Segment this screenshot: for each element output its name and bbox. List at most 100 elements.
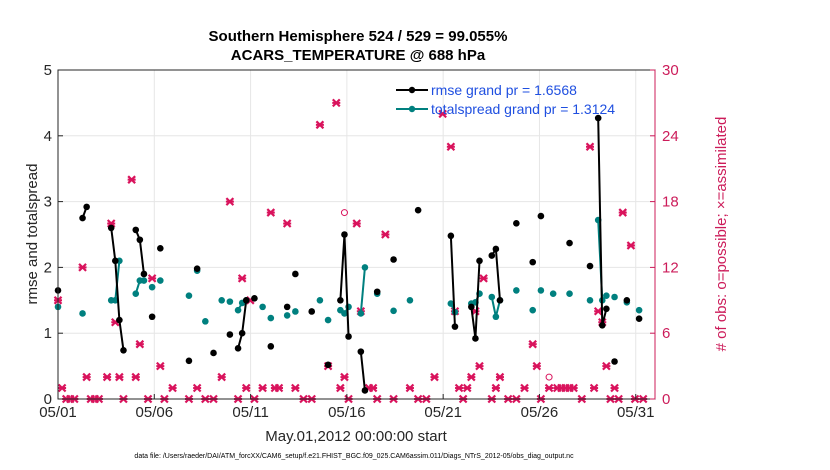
- spread-point: [202, 318, 209, 325]
- spread-point: [390, 307, 397, 315]
- rmse-point: [193, 265, 201, 273]
- spread-point: [529, 306, 537, 314]
- obs-assimilated-marker: [340, 372, 349, 382]
- rmse-point: [594, 114, 602, 122]
- spread-point: [566, 290, 573, 298]
- obs-assimilated-marker: [135, 339, 145, 349]
- rmse-point: [537, 212, 545, 220]
- spread-point: [234, 306, 242, 314]
- rmse-point: [390, 256, 397, 263]
- obs-assimilated-marker: [475, 361, 484, 371]
- x-tick-label: 05/21: [424, 404, 462, 421]
- obs-assimilated-marker: [520, 383, 529, 393]
- spread-point: [283, 312, 291, 319]
- spread-point: [341, 310, 348, 317]
- obs-assimilated-marker: [585, 142, 595, 152]
- rmse-point: [120, 347, 127, 354]
- rmse-point: [468, 303, 475, 311]
- rmse-point: [210, 349, 217, 357]
- rmse-point: [308, 308, 316, 315]
- obs-assimilated-marker: [532, 361, 542, 371]
- rmse-point: [83, 203, 90, 211]
- obs-assimilated-marker: [479, 274, 488, 283]
- obs-assimilated-marker: [315, 120, 325, 130]
- obs-assimilated-marker: [274, 383, 284, 393]
- rmse-point: [116, 316, 123, 324]
- legend-rmse-label: rmse grand pr = 1.6568: [431, 82, 577, 98]
- y-right-tick-label: 18: [662, 194, 679, 211]
- rmse-line-segment: [449, 235, 456, 327]
- rmse-line-segment: [359, 351, 366, 391]
- spread-point: [316, 297, 324, 304]
- rmse-point: [635, 315, 643, 323]
- x-axis-label: May.01,2012 00:00:00 start: [265, 428, 447, 445]
- spread-point: [603, 292, 610, 299]
- rmse-point: [476, 257, 483, 265]
- obs-assimilated-marker: [291, 383, 300, 393]
- obs-assimilated-marker: [115, 372, 124, 382]
- y-left-tick-label: 5: [44, 62, 52, 79]
- y-right-tick-label: 30: [662, 62, 679, 79]
- spread-point: [611, 293, 618, 301]
- obs-possible-marker: [545, 373, 553, 381]
- x-tick-label: 05/16: [328, 404, 366, 421]
- x-tick-label: 05/06: [136, 404, 174, 421]
- spread-point: [132, 290, 140, 298]
- rmse-point: [132, 226, 140, 234]
- obs-assimilated-marker: [241, 383, 251, 393]
- obs-assimilated-marker: [528, 339, 537, 349]
- rmse-point: [357, 348, 365, 355]
- obs-assimilated-marker: [544, 383, 554, 393]
- obs-assimilated-marker: [217, 372, 226, 382]
- obs-assimilated-marker: [491, 383, 501, 393]
- y-left-tick-label: 4: [44, 128, 52, 145]
- rmse-point: [337, 297, 344, 304]
- y-right-tick-label: 6: [662, 325, 670, 342]
- spread-point: [267, 314, 275, 322]
- rmse-point: [586, 262, 594, 270]
- obs-assimilated-marker: [102, 372, 112, 382]
- spread-point: [488, 293, 496, 301]
- obs-assimilated-marker: [467, 372, 476, 382]
- y-axis-left-label: rmse and totalspread: [24, 164, 41, 305]
- legend: rmse grand pr = 1.6568 totalspread grand…: [396, 82, 615, 117]
- spread-point: [292, 308, 299, 315]
- rmse-point: [488, 252, 496, 259]
- obs-assimilated-marker: [589, 383, 599, 393]
- rmse-point: [414, 206, 422, 214]
- rmse-point: [529, 258, 537, 266]
- rmse-point: [79, 214, 86, 222]
- obs-assimilated-marker: [495, 372, 505, 382]
- obs-assimilated-marker: [618, 208, 628, 217]
- spread-line-segment: [359, 267, 366, 314]
- rmse-point: [623, 297, 631, 304]
- rmse-point: [496, 297, 504, 304]
- data-file-footer: data file: /Users/raeder/DAI/ATM_forcXX/…: [134, 453, 574, 460]
- y-left-tick-label: 1: [44, 325, 52, 342]
- y-axis-right-label: # of obs: o=possible; ×=assimilated: [713, 117, 730, 352]
- y-left-tick-label: 0: [44, 391, 52, 408]
- obs-possible-marker: [340, 209, 348, 217]
- spread-point: [537, 287, 545, 294]
- spread-point: [447, 300, 455, 307]
- rmse-point: [447, 232, 455, 240]
- obs-assimilated-marker: [156, 361, 165, 371]
- rmse-point: [148, 313, 156, 321]
- spread-point: [357, 310, 365, 317]
- spread-point: [185, 292, 193, 299]
- rmse-point: [361, 387, 369, 394]
- spread-point: [513, 287, 520, 294]
- rmse-point: [242, 297, 250, 304]
- y-right-tick-label: 0: [662, 391, 670, 408]
- x-axis-ticks: 05/01 05/06 05/11 05/16 05/21 05/26 05/31: [39, 394, 655, 421]
- obs-assimilated-marker: [282, 219, 292, 228]
- y-left-tick-label: 2: [44, 259, 52, 276]
- obs-assimilated-marker: [57, 383, 67, 393]
- legend-spread-label: totalspread grand pr = 1.3124: [431, 101, 615, 117]
- x-tick-label: 05/01: [39, 404, 77, 421]
- chart-title-line1: Southern Hemisphere 524 / 529 = 99.055%: [209, 28, 508, 45]
- obs-assimilated-marker: [405, 383, 415, 393]
- rmse-point: [267, 343, 275, 350]
- y-left-tick-label: 3: [44, 194, 52, 211]
- obs-assimilated-marker: [258, 383, 267, 393]
